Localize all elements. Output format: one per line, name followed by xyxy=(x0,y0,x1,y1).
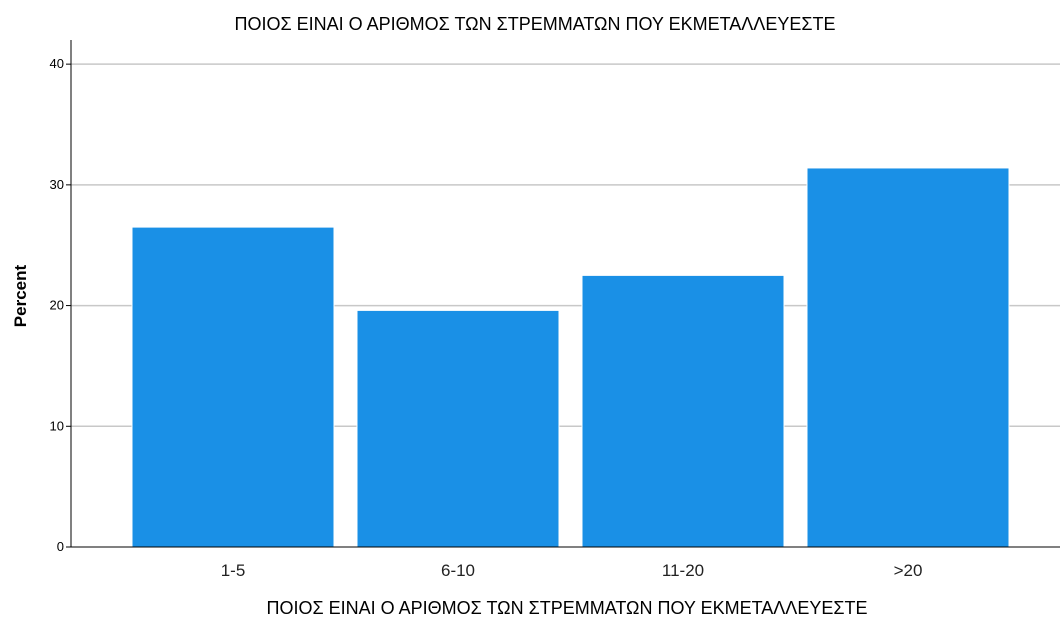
x-tick-label: 6-10 xyxy=(441,561,475,580)
x-axis-ticks: 1-5 6-10 11-20 >20 xyxy=(221,561,923,580)
y-axis-ticks: 0 10 20 30 40 xyxy=(50,56,71,554)
bar-1 xyxy=(356,309,560,548)
y-axis-label: Percent xyxy=(11,264,30,327)
bar-3 xyxy=(806,167,1010,548)
bar-2 xyxy=(581,274,785,548)
x-tick-label: 11-20 xyxy=(662,561,704,580)
x-tick-label: 1-5 xyxy=(221,561,246,580)
y-tick-label: 0 xyxy=(57,539,64,554)
y-tick-label: 40 xyxy=(50,56,64,71)
y-tick-label: 10 xyxy=(50,418,64,433)
x-axis-label: ΠΟΙΟΣ ΕΙΝΑΙ Ο ΑΡΙΘΜΟΣ ΤΩΝ ΣΤΡΕΜΜΑΤΩΝ ΠΟΥ… xyxy=(267,598,868,618)
x-tick-label: >20 xyxy=(894,561,923,580)
y-tick-label: 20 xyxy=(50,298,64,313)
chart-title: ΠΟΙΟΣ ΕΙΝΑΙ Ο ΑΡΙΘΜΟΣ ΤΩΝ ΣΤΡΕΜΜΑΤΩΝ ΠΟΥ… xyxy=(235,14,836,34)
bars xyxy=(131,167,1010,548)
bar-0 xyxy=(131,226,335,548)
y-tick-label: 30 xyxy=(50,177,64,192)
